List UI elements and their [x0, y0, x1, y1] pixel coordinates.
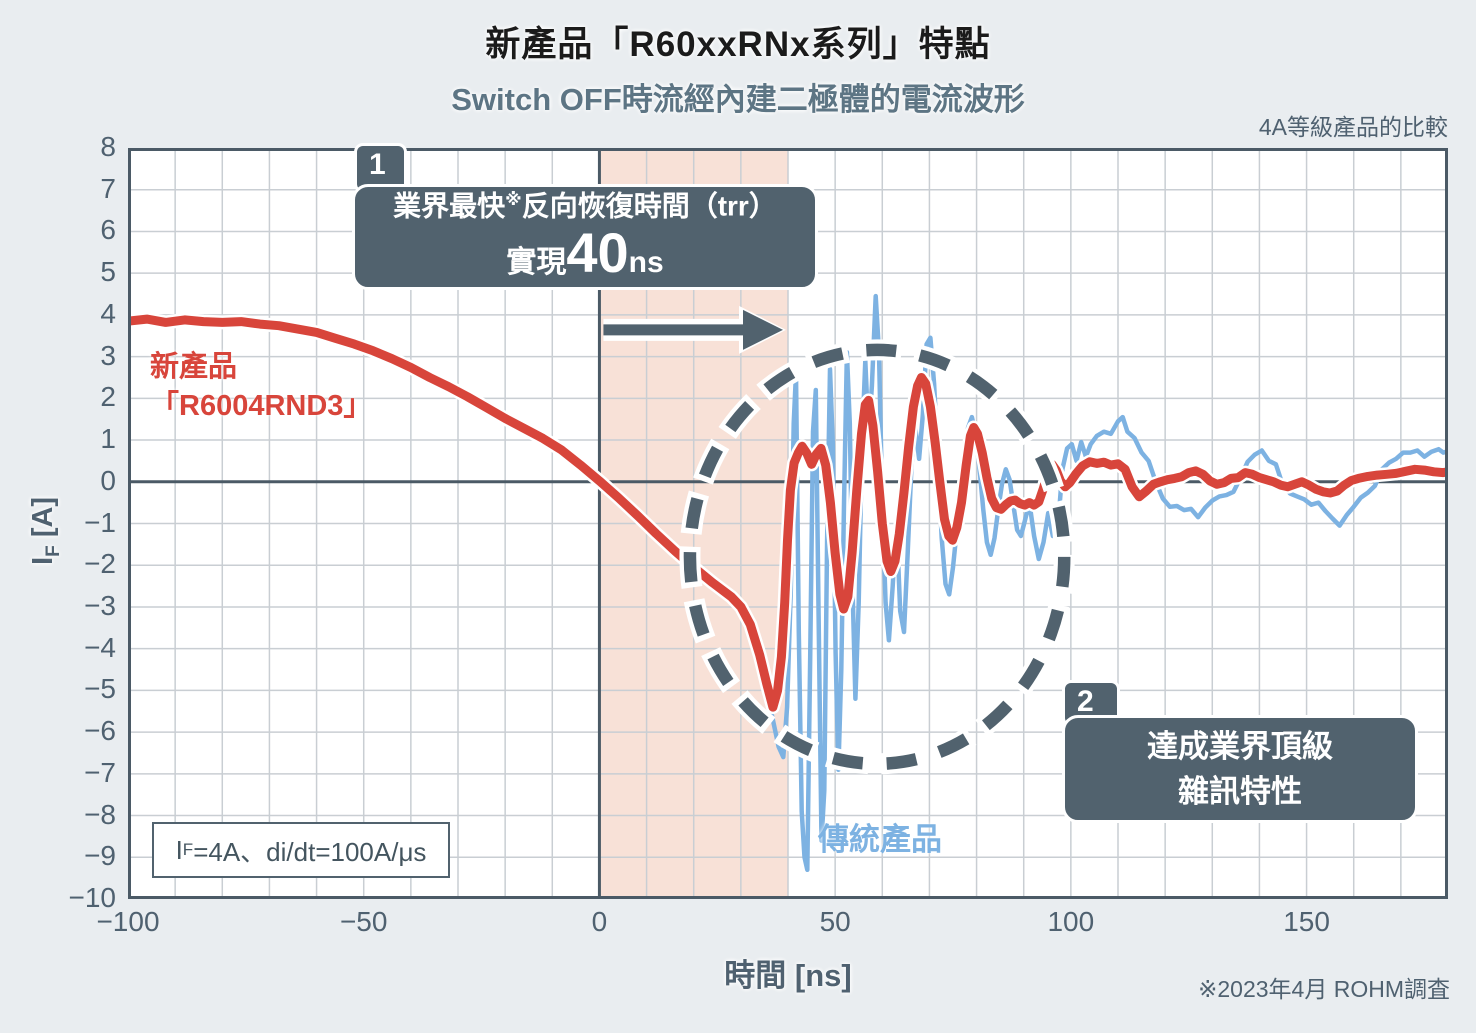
- callout2-line2: 雜訊特性: [1178, 774, 1302, 809]
- x-tick-label: −50: [339, 906, 388, 937]
- x-tick-label: 100: [1047, 906, 1095, 937]
- condition-symbol: I: [175, 834, 183, 865]
- conventional-series-label: 傳統產品: [818, 822, 942, 857]
- noise-highlight-ellipse: [683, 343, 1071, 771]
- chart-subtitle: Switch OFF時流經內建二極體的電流波形: [451, 82, 1025, 117]
- y-tick-label: −8: [84, 798, 116, 830]
- y-tick-label: 8: [100, 131, 116, 162]
- callout1-line1: 業界最快※反向恢復時間（trr）: [393, 189, 777, 222]
- trr-value: 40: [566, 221, 629, 285]
- y-tick-label: −4: [84, 631, 116, 663]
- condition-symbol-sub: F: [182, 840, 194, 859]
- y-tick-label: 5: [100, 256, 116, 288]
- x-tick-label: 0: [591, 906, 608, 937]
- test-condition-box: I F =4A、di/dt=100A/μs: [152, 822, 450, 878]
- callout1-line2: 實現40ns: [506, 221, 664, 285]
- new-product-series-label: 新產品 「R6004RND3」: [150, 348, 372, 426]
- x-tick-label: 50: [819, 906, 851, 937]
- condition-text: =4A、di/dt=100A/μs: [193, 836, 427, 867]
- y-tick-label: −2: [84, 548, 116, 580]
- reference-mark: ※: [505, 189, 522, 209]
- callout2-noise-box: 達成業界頂級 雜訊特性: [1062, 715, 1418, 823]
- y-tick-label: 2: [100, 381, 116, 413]
- survey-footnote: ※2023年4月 ROHM調査: [1198, 976, 1450, 1002]
- y-tick-label: −10: [68, 882, 117, 913]
- y-tick-label: 3: [100, 339, 116, 371]
- y-tick-label: −9: [84, 840, 116, 872]
- callout2-line1: 達成業界頂級: [1147, 729, 1333, 764]
- x-tick-label: 150: [1283, 906, 1330, 937]
- trr-arrow: [603, 305, 786, 354]
- y-tick-label: 7: [100, 172, 116, 204]
- y-tick-label: 6: [100, 214, 116, 246]
- y-tick-label: −6: [84, 715, 116, 747]
- y-tick-label: −7: [84, 756, 116, 788]
- y-tick-label: 4: [100, 297, 116, 329]
- new-product-label-line1: 新產品: [150, 351, 238, 383]
- y-tick-label: 0: [100, 464, 116, 496]
- x-tick-label: −100: [96, 906, 160, 937]
- y-tick-label: −1: [84, 506, 116, 538]
- y-tick-label: −3: [84, 589, 116, 621]
- page-title: 新產品「R60xxRNx系列」特點: [485, 25, 991, 64]
- new-product-label-line2: 「R6004RND3」: [150, 390, 373, 422]
- y-tick-label: −5: [84, 673, 116, 705]
- x-axis-label: 時間 [ns]: [724, 958, 852, 993]
- comparison-note: 4A等級產品的比較: [1258, 114, 1448, 140]
- callout1-trr-box: 業界最快※反向恢復時間（trr） 實現40ns: [352, 184, 818, 290]
- y-tick-label: 1: [100, 423, 116, 455]
